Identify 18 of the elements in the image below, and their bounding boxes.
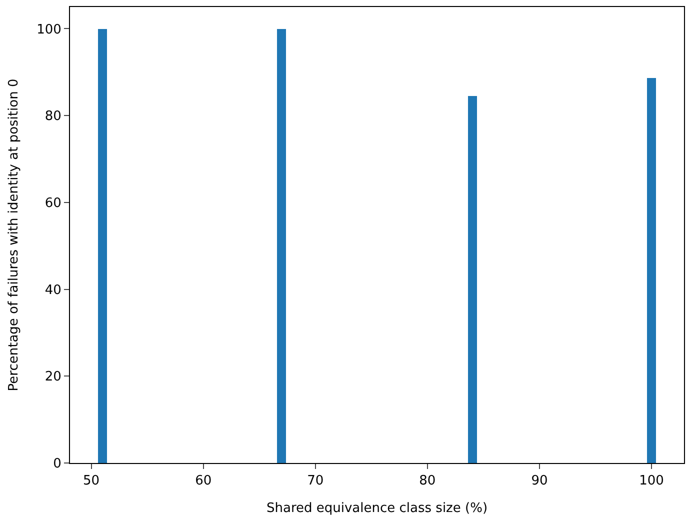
x-tick-label: 70 <box>307 474 324 489</box>
bar <box>277 29 286 463</box>
y-tick-label: 0 <box>53 456 62 472</box>
y-tick-label: 100 <box>36 22 62 38</box>
x-tick-label: 60 <box>195 474 212 489</box>
x-axis-title: Shared equivalence class size (%) <box>266 501 488 516</box>
x-tick-label: 80 <box>419 474 436 489</box>
bar <box>468 96 477 463</box>
y-tick-label: 20 <box>44 370 62 385</box>
y-tick-label: 60 <box>44 196 62 211</box>
x-tick-label: 100 <box>639 474 664 489</box>
bar <box>647 78 656 463</box>
y-tick-label: 40 <box>44 282 62 298</box>
bar <box>98 29 107 463</box>
y-tick-label: 80 <box>44 109 62 124</box>
x-tick-label: 50 <box>83 474 100 489</box>
x-tick-label: 90 <box>531 474 548 489</box>
y-axis-title: Percentage of failures with identity at position 0 <box>6 78 22 392</box>
